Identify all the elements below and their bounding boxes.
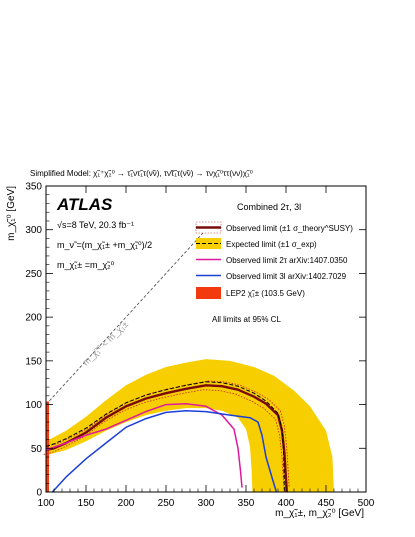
observed-2tau-line (45, 402, 243, 488)
y-axis-title: m_χ̃₁⁰ [GeV] (6, 186, 17, 241)
legend-expected: Expected limit (±1 σ_exp) (196, 238, 317, 249)
y-tick-label: 0 (36, 488, 42, 499)
expected-band-layer (46, 359, 334, 492)
x-tick-label: 100 (38, 498, 55, 509)
x-tick-label: 400 (278, 498, 295, 509)
chart-title: Simplified Model: χ̃₁⁺χ̃₂⁰ → τ̃₁ντ̃₁τ(ν̃… (30, 169, 253, 178)
legend-label-3l: Observed limit 3l arXiv:1402.7029 (226, 272, 347, 281)
legend-label-expected: Expected limit (±1 σ_exp) (226, 240, 317, 249)
legend-lep2: LEP2 χ̃₁± (103.5 GeV) (196, 287, 305, 299)
x-tick-label: 450 (318, 498, 335, 509)
atlas-logo: ATLAS (56, 195, 113, 214)
legend: Observed limit (±1 σ_theory^SUSY) Expect… (195, 221, 353, 299)
legend-label-2tau: Observed limit 2τ arXiv:1407.0350 (226, 256, 348, 265)
expected-limit-line (45, 381, 285, 493)
expected-band (46, 359, 334, 492)
y-tick-label: 150 (25, 356, 42, 367)
y-tick-label: 300 (25, 225, 42, 236)
axis-ticks: 100 150 200 250 300 350 400 450 500 0 50 100 150 200 2… (25, 182, 374, 510)
x-tick-label: 150 (78, 498, 95, 509)
x-tick-label: 350 (238, 498, 255, 509)
y-tick-label: 50 (31, 444, 43, 455)
legend-label-lep2: LEP2 χ̃₁± (103.5 GeV) (226, 289, 305, 298)
channel-label: Combined 2τ, 3l (237, 202, 301, 212)
energy-label: √s=8 TeV, 20.3 fb⁻¹ (57, 220, 134, 230)
y-tick-label: 200 (25, 313, 42, 324)
mass-relation-1: m_ν̃ =(m_χ̃₁± +m_χ̃₁⁰)/2 (57, 240, 152, 250)
legend-swatch-lep2 (196, 287, 221, 299)
mass-relation-2: m_χ̃₁± =m_χ̃₂⁰ (57, 260, 115, 270)
y-tick-label: 250 (25, 269, 42, 280)
legend-observed: Observed limit (±1 σ_theory^SUSY) (195, 221, 353, 234)
legend-2tau: Observed limit 2τ arXiv:1407.0350 (196, 256, 348, 265)
cl-note: All limits at 95% CL (212, 315, 281, 324)
observed-theory-minus-line (43, 389, 285, 493)
x-tick-label: 200 (118, 498, 135, 509)
legend-label-observed: Observed limit (±1 σ_theory^SUSY) (226, 224, 353, 233)
x-axis-title: m_χ̃₁±, m_χ̃₂⁰ [GeV] (275, 508, 364, 519)
y-tick-label: 350 (25, 182, 42, 193)
kinematic-diagonal (45, 229, 207, 405)
lep2-exclusion-band (46, 401, 49, 492)
observed-3l-line (51, 409, 278, 493)
x-tick-label: 500 (358, 498, 375, 509)
limit-lines-layer (43, 380, 290, 493)
observed-theory-plus-line (48, 380, 290, 488)
x-tick-label: 250 (158, 498, 175, 509)
x-tick-label: 300 (198, 498, 215, 509)
diagonal-label: m_χ̃₁⁰ < m_χ̃₁± (80, 319, 130, 367)
legend-3l: Observed limit 3l arXiv:1402.7029 (196, 272, 347, 281)
y-tick-label: 100 (25, 400, 42, 411)
lep-band-layer (46, 401, 49, 492)
